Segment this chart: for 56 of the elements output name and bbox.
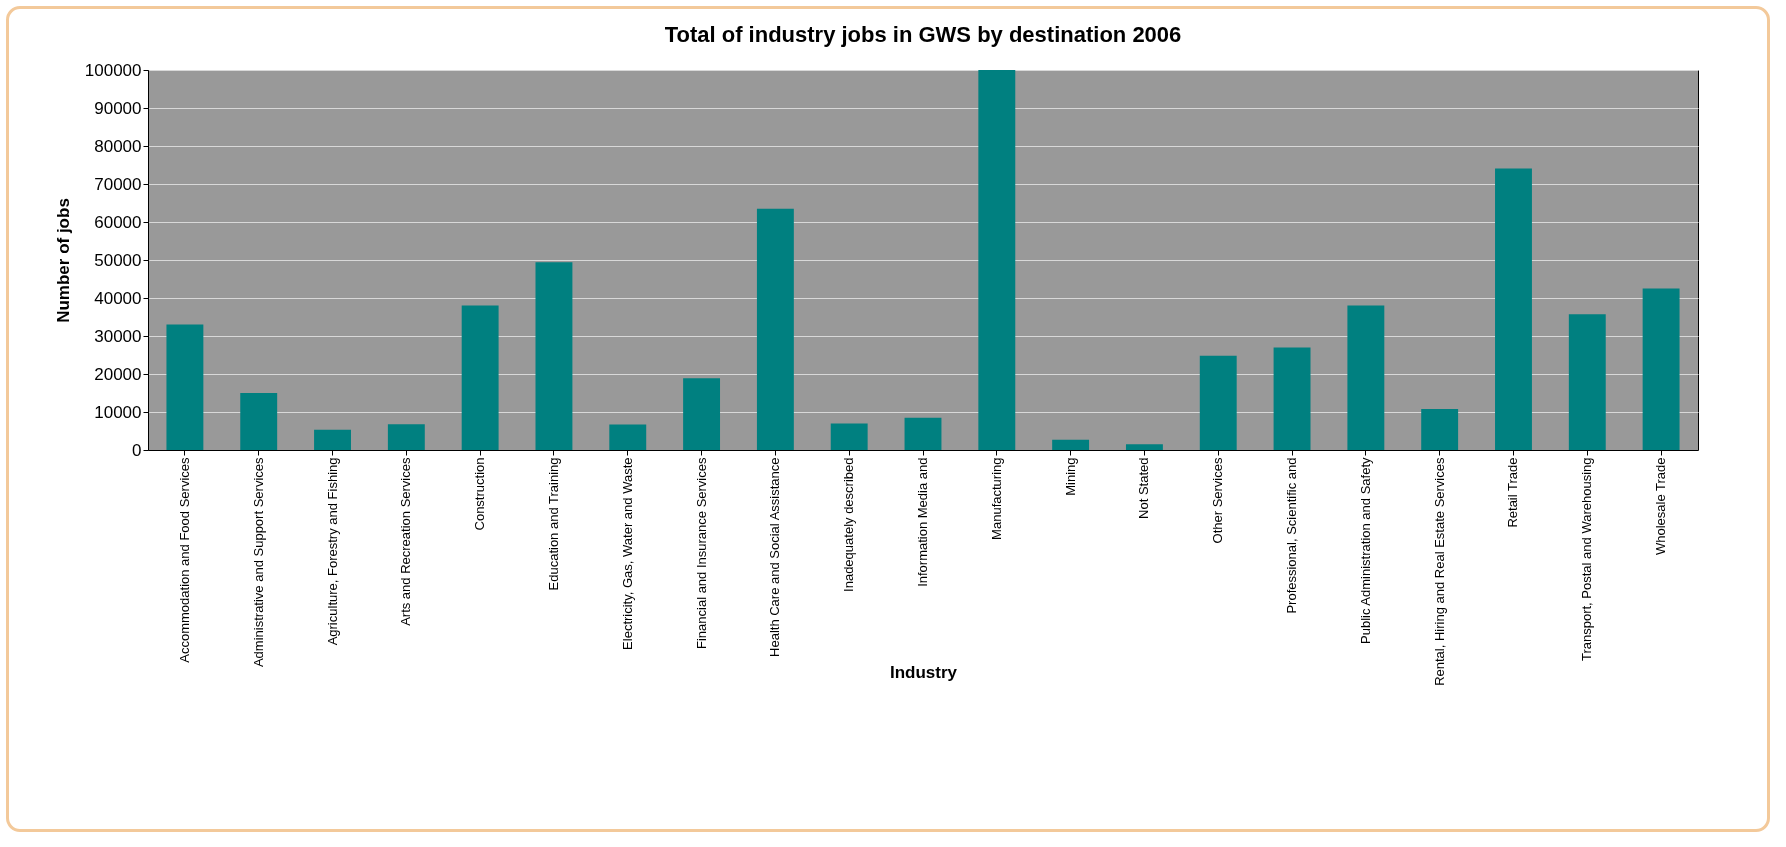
x-tick-label: Accommodation and Food Services [176,457,192,663]
chart-title: Total of industry jobs in GWS by destination 2006 [664,22,1182,47]
x-tick-label: Wholesale Trade [1653,457,1669,556]
x-tick-label: Arts and Recreation Services [398,457,414,626]
y-tick-label: 10000 [94,402,142,422]
bar [904,417,942,450]
x-tick-label: Professional, Scientific and [1284,457,1300,614]
bar [609,424,647,450]
x-tick-label: Transport, Postal and Warehousing [1579,457,1595,662]
x-tick-label: Inadequately described [841,457,857,592]
x-tick-label: Mining [1062,457,1078,496]
y-axis-title: Number of jobs [53,198,73,323]
bar [1421,408,1459,450]
x-tick-label: Manufacturing [988,457,1004,540]
bar [830,423,868,450]
x-tick-label: Other Services [1210,457,1226,544]
bar [535,262,573,450]
x-tick-label: Education and Training [545,457,561,591]
x-tick-label: Public Administration and Safety [1357,457,1373,644]
x-tick-label: Construction [472,457,488,531]
y-tick-label: 0 [132,440,142,460]
bar [314,429,351,450]
x-axis-title: Industry [889,662,958,682]
bar [387,424,425,450]
bar [1568,314,1606,450]
y-tick-label: 20000 [94,364,142,384]
y-tick-label: 90000 [94,98,142,118]
bar [1347,305,1385,450]
bar [240,393,278,450]
x-tick-label: Information Media and [915,457,930,587]
bar [1125,444,1163,450]
bar [1199,355,1237,450]
y-tick-label: 80000 [94,136,142,156]
y-tick-label: 70000 [94,174,142,194]
x-tick-label: Rental, Hiring and Real Estate Services [1431,457,1447,686]
x-tick-label: Retail Trade [1505,457,1521,528]
y-tick-label: 50000 [94,250,142,270]
x-tick-label: Electricity, Gas, Water and Waste [619,457,635,650]
bar [1273,347,1311,450]
x-tick-label: Not Stated [1136,457,1152,519]
bar [683,378,721,450]
y-tick-label: 60000 [94,212,142,232]
x-tick-label: Agriculture, Forestry and Fishing [324,457,340,646]
x-tick-label: Health Care and Social Assistance [767,457,783,657]
bar [756,208,794,450]
bar [1052,439,1090,450]
bar [1495,168,1532,450]
y-tick-label: 40000 [94,288,142,308]
x-tick-label: Financial and Insurance Services [693,457,709,649]
bar [166,324,204,450]
bar [1642,288,1680,450]
y-tick-label: 100000 [84,60,142,80]
bar [461,305,499,450]
x-tick-label: Administrative and Support Services [250,457,266,668]
bar [978,70,1016,450]
y-tick-label: 30000 [94,326,142,346]
